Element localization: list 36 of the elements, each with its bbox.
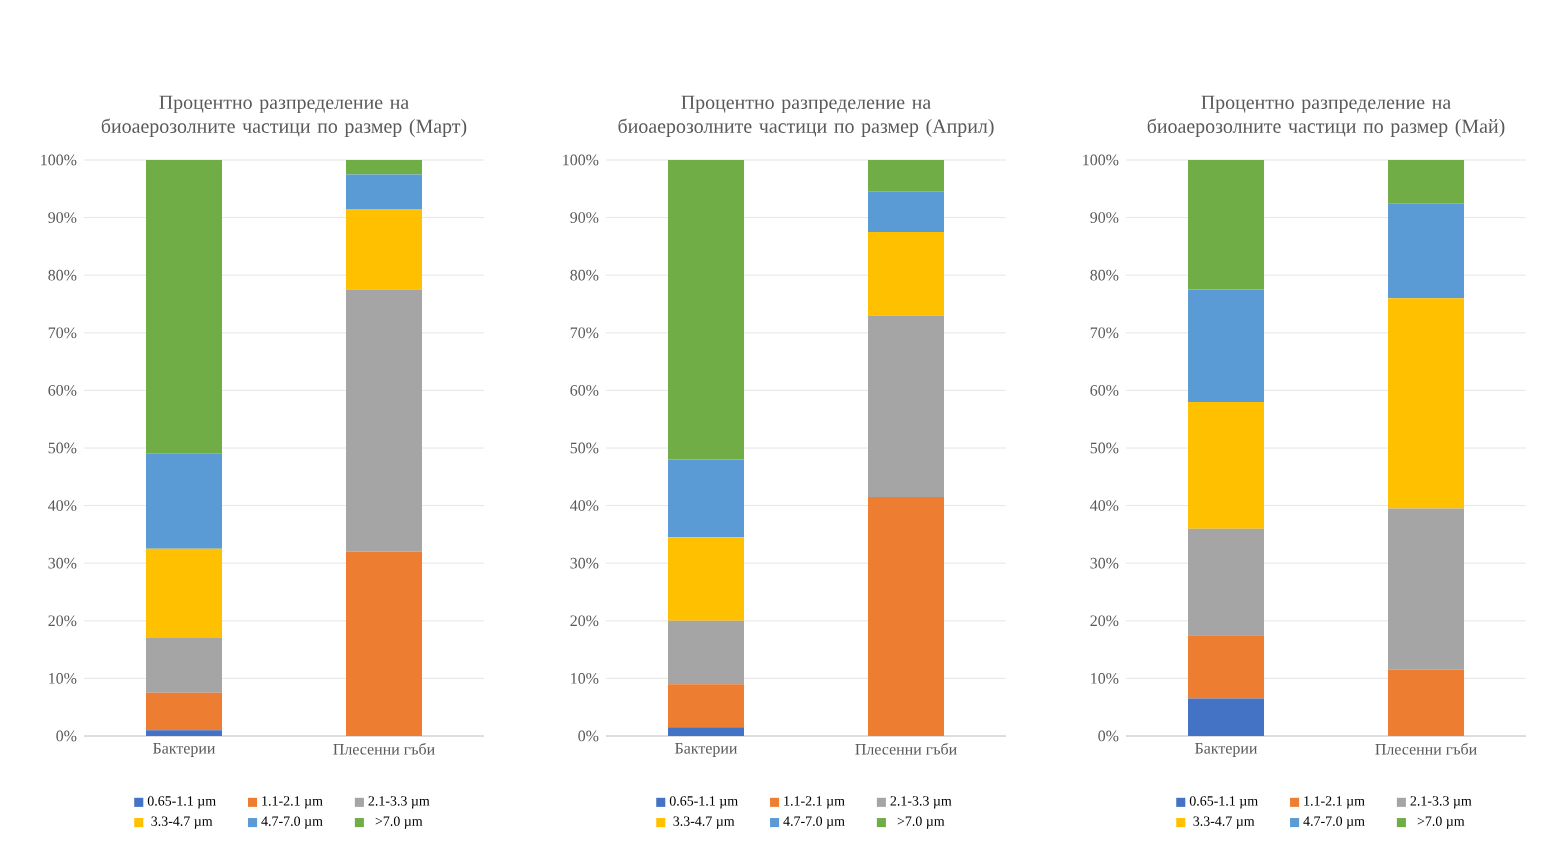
bar (1188, 401, 1265, 529)
bar (668, 159, 745, 460)
chart-title: Процентно разпределение на биоаерозолните частици по размер (Март) (101, 95, 467, 138)
bar (1388, 159, 1465, 204)
bar (346, 208, 422, 290)
chart-title: Процентно разпределение на биоаерозолните частици по размер (Април) (618, 95, 994, 138)
bar (1388, 669, 1465, 736)
bar (1188, 528, 1265, 636)
bar (146, 453, 222, 549)
bar (668, 684, 745, 728)
bar (868, 191, 945, 232)
bar (1388, 298, 1465, 509)
bar (668, 620, 745, 685)
bar (346, 174, 422, 209)
bar (868, 159, 945, 192)
bar (1188, 159, 1265, 290)
bar (146, 638, 222, 693)
bar (668, 459, 745, 538)
chart-title: Процентно разпределение на биоаерозолните частици по размер (Май) (1147, 95, 1505, 138)
bar (868, 496, 945, 736)
bar (146, 730, 222, 736)
bar (668, 727, 745, 736)
bar (346, 289, 422, 552)
bar (868, 231, 945, 316)
bar (1188, 698, 1265, 736)
bar (146, 692, 222, 731)
bar (1188, 635, 1265, 699)
bar (146, 159, 222, 454)
bar (1388, 203, 1465, 299)
bar (146, 548, 222, 639)
bar (668, 537, 745, 621)
bar (346, 159, 422, 175)
bar (1188, 289, 1265, 402)
bar (1388, 508, 1465, 670)
bar (346, 551, 422, 736)
bar (868, 315, 945, 497)
